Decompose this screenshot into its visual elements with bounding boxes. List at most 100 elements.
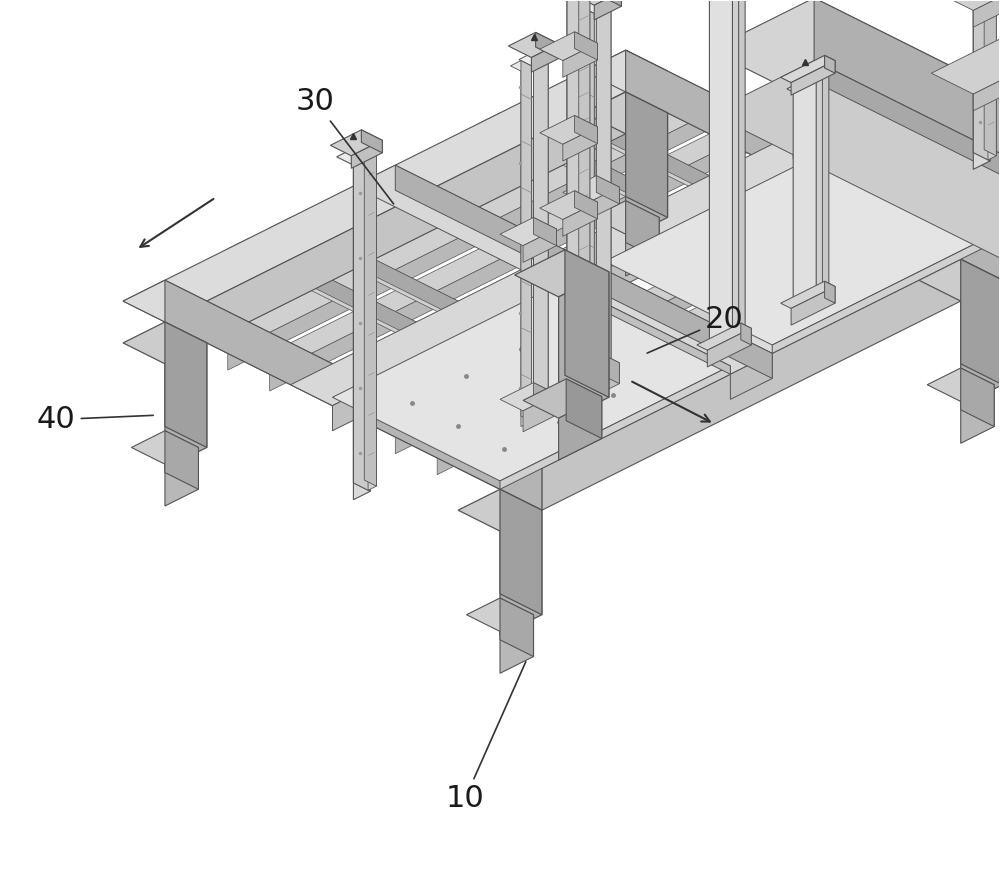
Polygon shape (374, 176, 898, 437)
Text: 30: 30 (296, 87, 394, 204)
Polygon shape (573, 9, 594, 19)
Polygon shape (395, 186, 898, 454)
Polygon shape (739, 0, 745, 346)
Polygon shape (973, 0, 990, 161)
Polygon shape (626, 113, 668, 239)
Polygon shape (361, 130, 382, 153)
Text: 40: 40 (37, 405, 153, 434)
Polygon shape (165, 281, 542, 510)
Polygon shape (825, 55, 835, 73)
Polygon shape (500, 468, 542, 531)
Polygon shape (596, 0, 611, 384)
Text: 10: 10 (446, 662, 526, 813)
Polygon shape (165, 343, 207, 468)
Polygon shape (458, 218, 1000, 489)
Polygon shape (605, 427, 626, 454)
Polygon shape (739, 0, 745, 350)
Polygon shape (793, 134, 835, 180)
Polygon shape (207, 92, 730, 353)
Polygon shape (575, 191, 598, 218)
Polygon shape (249, 113, 772, 374)
Polygon shape (123, 50, 668, 322)
Polygon shape (523, 394, 557, 432)
Polygon shape (596, 351, 619, 384)
Polygon shape (270, 123, 772, 391)
Polygon shape (580, 0, 590, 272)
Polygon shape (500, 218, 557, 246)
Polygon shape (567, 0, 582, 273)
Polygon shape (123, 281, 542, 489)
Polygon shape (898, 281, 919, 308)
Polygon shape (508, 32, 559, 58)
Polygon shape (697, 323, 751, 350)
Polygon shape (500, 383, 557, 411)
Polygon shape (877, 176, 898, 203)
Polygon shape (515, 250, 609, 297)
Polygon shape (500, 510, 542, 635)
Polygon shape (709, 0, 1000, 197)
Polygon shape (835, 146, 1000, 239)
Polygon shape (586, 187, 619, 220)
Polygon shape (523, 229, 557, 262)
Polygon shape (540, 115, 598, 144)
Polygon shape (816, 74, 823, 308)
Polygon shape (626, 50, 668, 113)
Polygon shape (584, 50, 1000, 260)
Polygon shape (479, 113, 877, 311)
Polygon shape (521, 66, 531, 427)
Polygon shape (563, 282, 730, 374)
Polygon shape (559, 397, 602, 460)
Polygon shape (626, 92, 668, 218)
Polygon shape (437, 207, 940, 475)
Polygon shape (228, 102, 730, 370)
Polygon shape (521, 60, 531, 421)
Polygon shape (592, 201, 659, 234)
Polygon shape (596, 176, 619, 204)
Polygon shape (594, 0, 621, 20)
Polygon shape (814, 60, 1000, 228)
Polygon shape (337, 149, 370, 165)
Polygon shape (931, 0, 1000, 10)
Polygon shape (165, 71, 668, 364)
Polygon shape (571, 0, 621, 5)
Polygon shape (732, 0, 739, 350)
Polygon shape (368, 151, 376, 490)
Polygon shape (330, 130, 382, 156)
Polygon shape (534, 218, 557, 246)
Polygon shape (961, 385, 994, 443)
Polygon shape (741, 323, 751, 345)
Polygon shape (567, 0, 582, 281)
Polygon shape (466, 598, 534, 631)
Polygon shape (787, 74, 823, 92)
Polygon shape (814, 0, 1000, 207)
Polygon shape (856, 301, 877, 329)
Polygon shape (919, 197, 940, 224)
Polygon shape (730, 353, 772, 399)
Polygon shape (707, 329, 751, 367)
Polygon shape (534, 59, 548, 422)
Polygon shape (584, 92, 668, 134)
Polygon shape (781, 281, 835, 309)
Polygon shape (249, 239, 626, 443)
Polygon shape (709, 60, 1000, 260)
Polygon shape (791, 60, 835, 95)
Polygon shape (534, 52, 548, 415)
Polygon shape (131, 431, 198, 464)
Polygon shape (566, 378, 602, 439)
Polygon shape (626, 201, 659, 260)
Polygon shape (353, 149, 370, 491)
Polygon shape (500, 598, 534, 656)
Polygon shape (961, 368, 994, 427)
Polygon shape (510, 60, 531, 71)
Polygon shape (500, 614, 534, 673)
Polygon shape (647, 406, 668, 433)
Polygon shape (500, 239, 1000, 531)
Polygon shape (165, 447, 198, 506)
Polygon shape (823, 74, 829, 308)
Polygon shape (291, 218, 668, 422)
Polygon shape (579, 0, 590, 267)
Polygon shape (596, 7, 611, 391)
Polygon shape (598, 0, 621, 6)
Polygon shape (816, 71, 829, 78)
Polygon shape (458, 489, 542, 531)
